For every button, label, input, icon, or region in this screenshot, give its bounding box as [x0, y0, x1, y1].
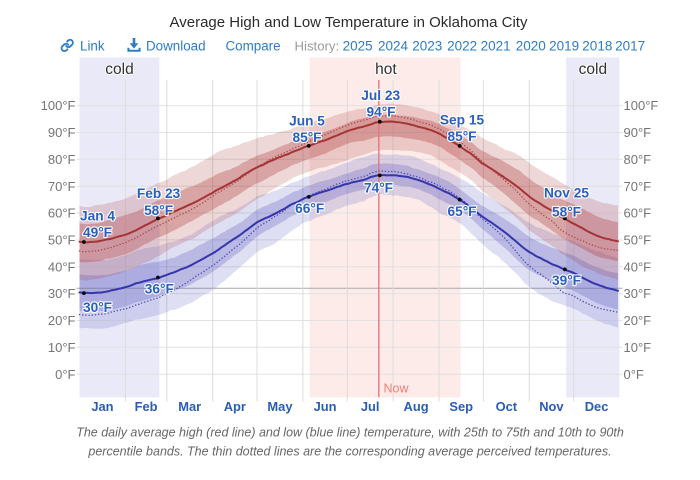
svg-text:10°F: 10°F: [48, 340, 76, 355]
svg-text:Average High and Low Temperatu: Average High and Low Temperature in Okla…: [170, 14, 528, 31]
svg-text:Mar: Mar: [178, 399, 201, 414]
svg-text:0°F: 0°F: [624, 367, 644, 382]
svg-text:Nov: Nov: [539, 399, 564, 414]
svg-text:Nov 25: Nov 25: [544, 186, 589, 201]
svg-text:40°F: 40°F: [48, 259, 76, 274]
svg-text:49°F: 49°F: [83, 225, 112, 240]
svg-text:2017: 2017: [615, 39, 645, 54]
svg-text:cold: cold: [579, 61, 607, 78]
svg-text:Dec: Dec: [585, 399, 609, 414]
svg-text:Jan 4: Jan 4: [80, 208, 115, 223]
svg-text:100°F: 100°F: [624, 98, 659, 113]
svg-text:39°F: 39°F: [552, 273, 581, 288]
svg-text:hot: hot: [375, 61, 397, 78]
svg-text:Link: Link: [80, 39, 105, 54]
svg-text:Now: Now: [384, 382, 410, 396]
svg-text:30°F: 30°F: [83, 300, 112, 315]
svg-text:65°F: 65°F: [447, 204, 476, 219]
svg-text:10°F: 10°F: [624, 340, 652, 355]
svg-text:94°F: 94°F: [366, 105, 395, 120]
svg-text:74°F: 74°F: [364, 180, 393, 195]
svg-text:0°F: 0°F: [55, 367, 75, 382]
svg-text:Jun 5: Jun 5: [289, 114, 325, 129]
svg-text:20°F: 20°F: [48, 313, 76, 328]
svg-text:Feb 23: Feb 23: [137, 186, 181, 201]
svg-text:85°F: 85°F: [447, 129, 476, 144]
svg-text:30°F: 30°F: [48, 286, 76, 301]
svg-text:Feb: Feb: [135, 399, 158, 414]
svg-text:90°F: 90°F: [48, 125, 76, 140]
svg-text:2024: 2024: [378, 39, 409, 54]
svg-text:percentile bands. The thin dot: percentile bands. The thin dotted lines …: [87, 445, 611, 459]
svg-text:58°F: 58°F: [144, 203, 173, 218]
svg-text:100°F: 100°F: [41, 98, 76, 113]
svg-text:50°F: 50°F: [48, 233, 76, 248]
svg-text:Jul 23: Jul 23: [361, 88, 400, 103]
svg-text:Jul: Jul: [361, 399, 380, 414]
svg-text:60°F: 60°F: [624, 206, 652, 221]
svg-text:Compare: Compare: [226, 39, 281, 54]
svg-text:2019: 2019: [549, 39, 579, 54]
svg-text:Jun: Jun: [314, 399, 337, 414]
svg-text:80°F: 80°F: [48, 152, 76, 167]
svg-text:Sep: Sep: [449, 399, 473, 414]
svg-text:80°F: 80°F: [624, 152, 652, 167]
svg-text:90°F: 90°F: [624, 125, 652, 140]
svg-text:36°F: 36°F: [145, 281, 174, 296]
svg-text:Download: Download: [146, 39, 206, 54]
svg-text:2018: 2018: [582, 39, 612, 54]
svg-text:70°F: 70°F: [624, 179, 652, 194]
svg-text:The daily average high (red li: The daily average high (red line) and lo…: [76, 426, 624, 440]
svg-text:70°F: 70°F: [48, 179, 76, 194]
svg-text:Jan: Jan: [91, 399, 113, 414]
svg-text:2020: 2020: [516, 39, 546, 54]
svg-text:2023: 2023: [412, 39, 442, 54]
svg-text:58°F: 58°F: [552, 205, 581, 220]
svg-text:85°F: 85°F: [292, 130, 321, 145]
svg-text:40°F: 40°F: [624, 259, 652, 274]
svg-text:cold: cold: [105, 61, 133, 78]
svg-text:Apr: Apr: [224, 399, 246, 414]
svg-text:30°F: 30°F: [624, 286, 652, 301]
svg-text:Sep 15: Sep 15: [440, 113, 485, 128]
svg-text:60°F: 60°F: [48, 206, 76, 221]
svg-text:2022: 2022: [447, 39, 477, 54]
svg-text:20°F: 20°F: [624, 313, 652, 328]
svg-text:Aug: Aug: [404, 399, 429, 414]
svg-text:66°F: 66°F: [295, 201, 324, 216]
svg-text:History:: History:: [295, 39, 340, 54]
svg-text:50°F: 50°F: [624, 233, 652, 248]
svg-text:May: May: [267, 399, 293, 414]
svg-text:Oct: Oct: [496, 399, 518, 414]
svg-text:2021: 2021: [481, 39, 511, 54]
svg-text:2025: 2025: [343, 39, 373, 54]
